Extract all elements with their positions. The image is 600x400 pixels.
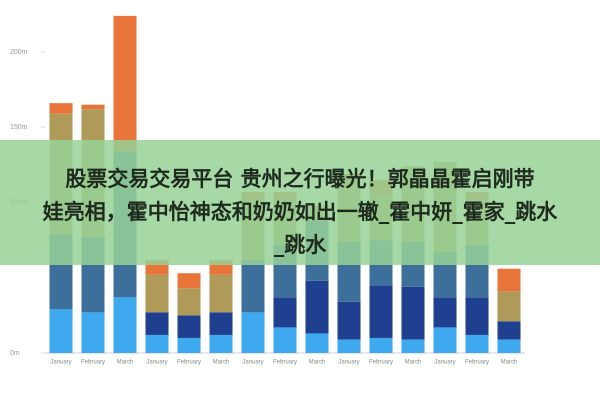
title-banner xyxy=(0,140,600,265)
x-tick-label: February xyxy=(273,360,297,366)
bar-segment xyxy=(273,327,297,353)
bar-segment xyxy=(49,309,73,353)
bar-segment xyxy=(465,334,489,353)
bar-segment xyxy=(209,312,233,335)
x-tick-label: January xyxy=(146,360,167,366)
bar-segment xyxy=(177,315,201,338)
x-tick-label: March xyxy=(117,360,134,366)
bar-segment xyxy=(305,333,329,353)
bar-segment xyxy=(113,15,137,152)
bar-segment xyxy=(145,334,169,353)
bar-segment xyxy=(337,301,361,340)
bar-segment xyxy=(401,339,425,353)
y-tick-label: 0m xyxy=(10,350,20,357)
bar-segment xyxy=(145,312,169,335)
bar-segment xyxy=(497,339,521,353)
x-tick-label: February xyxy=(81,360,105,366)
bar-segment xyxy=(433,327,457,353)
x-tick-label: March xyxy=(213,360,230,366)
bar-segment xyxy=(81,104,105,110)
bar-segment xyxy=(49,103,73,114)
x-tick-label: January xyxy=(434,360,455,366)
x-tick-label: March xyxy=(501,360,518,366)
x-tick-label: March xyxy=(309,360,326,366)
bar-segment xyxy=(209,274,233,313)
bar-segment xyxy=(177,273,201,289)
bar-segment xyxy=(177,337,201,353)
bar-segment xyxy=(177,288,201,316)
x-tick-label: February xyxy=(465,360,489,366)
bar-segment xyxy=(369,285,393,338)
bar-segment xyxy=(113,297,137,353)
bar-segment xyxy=(241,259,265,313)
bar-segment xyxy=(497,268,521,292)
bar-segment xyxy=(497,321,521,340)
bar-segment xyxy=(497,291,521,322)
bar-segment xyxy=(241,312,265,353)
y-tick-label: 150m xyxy=(10,124,28,131)
bar-segment xyxy=(401,286,425,340)
bar-segment xyxy=(305,280,329,334)
bar-segment xyxy=(145,274,169,313)
x-tick-label: January xyxy=(338,360,359,366)
x-tick-label: February xyxy=(369,360,393,366)
bar-segment xyxy=(273,297,297,328)
x-tick-label: February xyxy=(177,360,201,366)
bar-segment xyxy=(209,334,233,353)
bar-segment xyxy=(337,339,361,353)
x-tick-label: March xyxy=(405,360,422,366)
banner-title-line: 股票交易交易平台 贵州之行曝光！郭晶晶霍启刚带 xyxy=(65,167,534,191)
bar-segment xyxy=(433,297,457,328)
bar-segment xyxy=(465,297,489,335)
x-tick-label: January xyxy=(242,360,263,366)
banner-title-line: _跳水 xyxy=(274,233,327,257)
bar-segment xyxy=(369,337,393,353)
banner-title-line: 娃亮相，霍中怡神态和奶奶如出一辙_霍中妍_霍家_跳水 xyxy=(42,200,558,224)
bar-segment xyxy=(81,312,105,353)
x-tick-label: January xyxy=(50,360,71,366)
y-tick-label: 200m xyxy=(10,49,28,56)
